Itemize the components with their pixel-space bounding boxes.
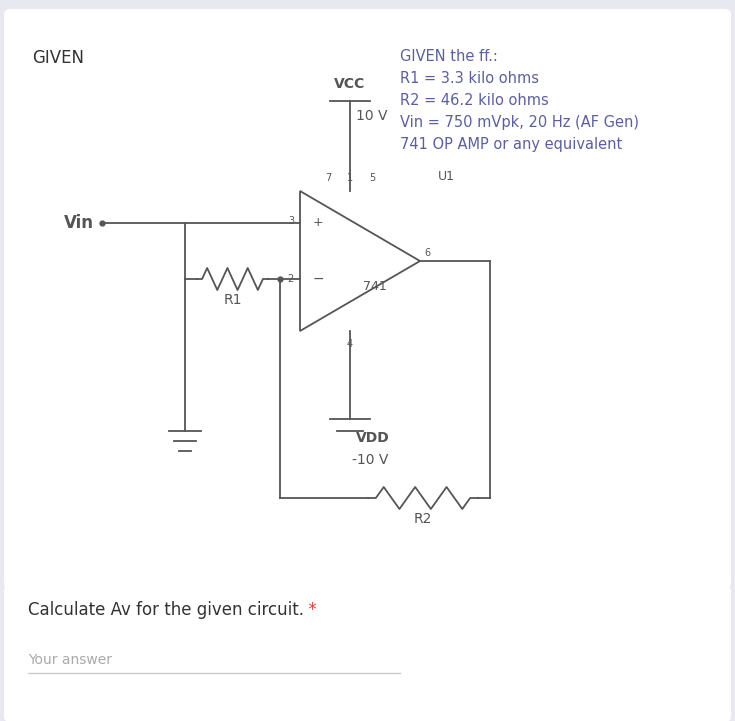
FancyBboxPatch shape	[4, 9, 731, 589]
Text: 4: 4	[347, 339, 353, 349]
Text: Calculate Av for the given circuit.: Calculate Av for the given circuit.	[28, 601, 304, 619]
Text: R2 = 46.2 kilo ohms: R2 = 46.2 kilo ohms	[400, 93, 549, 108]
Text: R1 = 3.3 kilo ohms: R1 = 3.3 kilo ohms	[400, 71, 539, 86]
Text: 10 V: 10 V	[356, 109, 387, 123]
Text: VCC: VCC	[334, 77, 365, 91]
Text: −: −	[312, 272, 324, 286]
Text: GIVEN the ff.:: GIVEN the ff.:	[400, 49, 498, 64]
Text: Vin = 750 mVpk, 20 Hz (AF Gen): Vin = 750 mVpk, 20 Hz (AF Gen)	[400, 115, 639, 130]
Text: U1: U1	[438, 170, 455, 184]
Text: 741: 741	[363, 280, 387, 293]
Text: 1: 1	[347, 173, 353, 183]
Text: Vin: Vin	[64, 214, 94, 232]
Text: 2: 2	[287, 274, 294, 284]
Text: 741 OP AMP or any equivalent: 741 OP AMP or any equivalent	[400, 137, 623, 152]
Text: 3: 3	[288, 216, 294, 226]
Text: +: +	[312, 216, 323, 229]
Text: R1: R1	[223, 293, 242, 307]
FancyBboxPatch shape	[4, 585, 731, 721]
Text: Your answer: Your answer	[28, 653, 112, 667]
Text: R2: R2	[414, 512, 432, 526]
Text: 5: 5	[369, 173, 375, 183]
Text: 6: 6	[424, 248, 430, 258]
Text: *: *	[303, 601, 317, 619]
Text: GIVEN: GIVEN	[32, 49, 84, 67]
Text: -10 V: -10 V	[352, 453, 388, 467]
Text: 7: 7	[325, 173, 331, 183]
Text: VDD: VDD	[356, 431, 390, 445]
